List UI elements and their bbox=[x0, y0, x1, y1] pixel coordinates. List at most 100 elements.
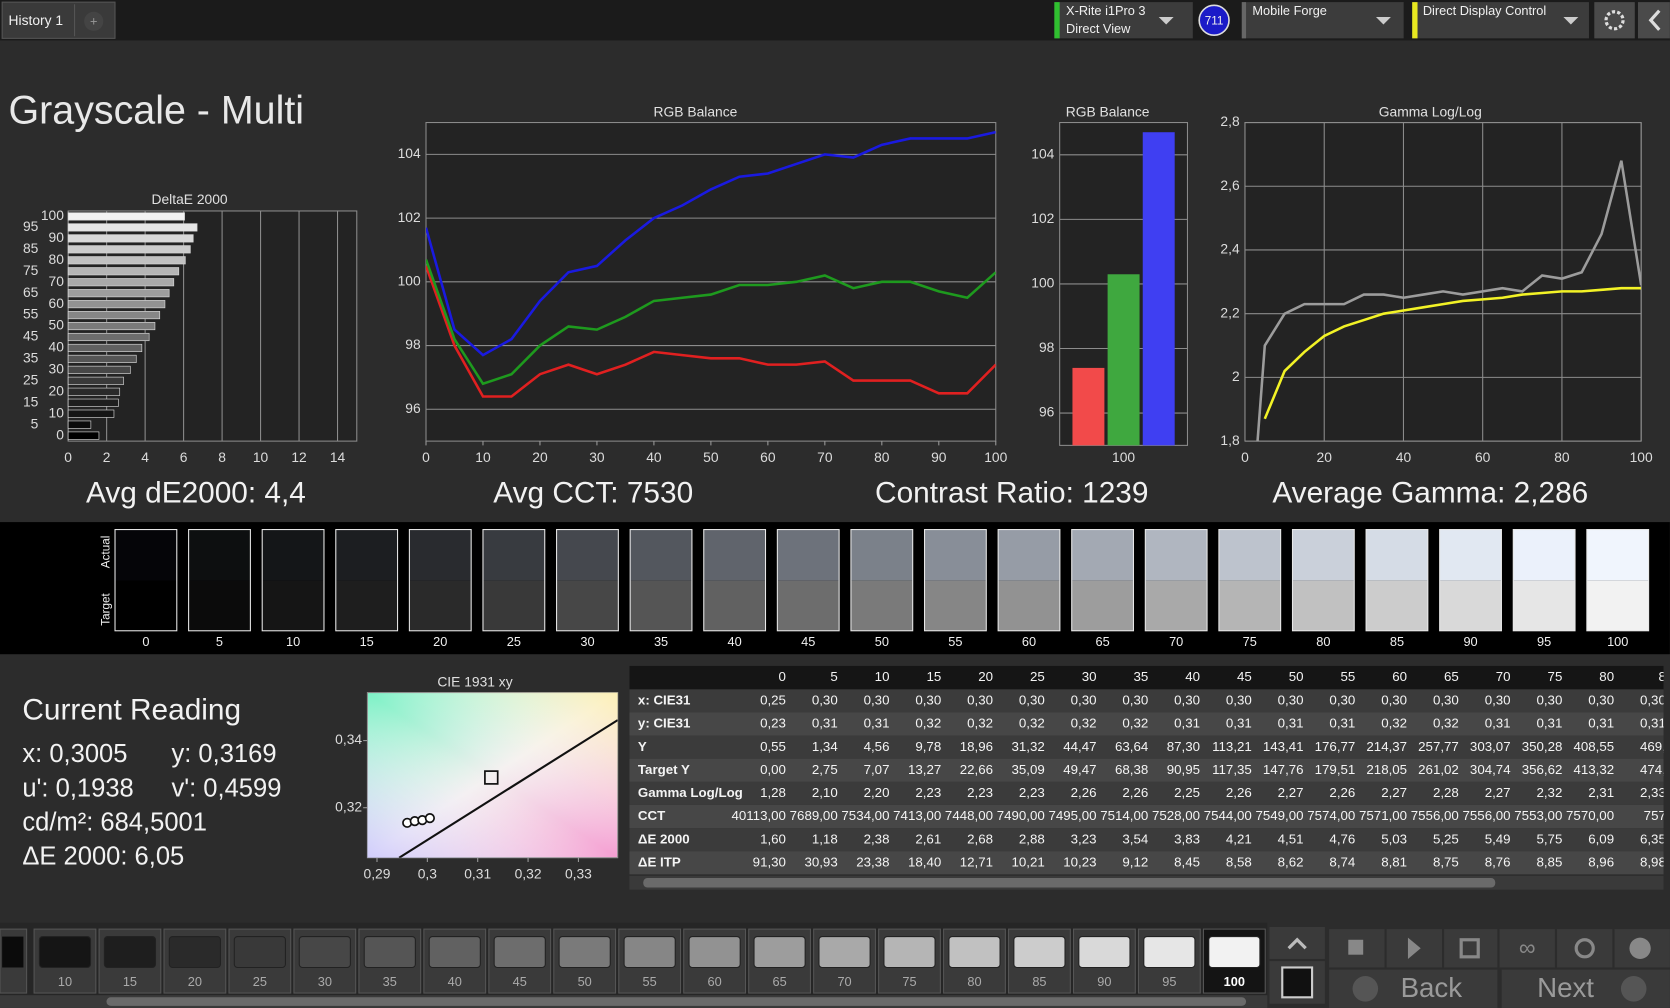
patch-label[interactable]: 65 bbox=[772, 974, 786, 989]
table-cell: 2,23 bbox=[1019, 785, 1045, 800]
patch-label[interactable]: 10 bbox=[58, 974, 72, 989]
table-cell: 5,75 bbox=[1536, 831, 1562, 846]
settings-icon bbox=[1604, 10, 1625, 31]
add-tab-label[interactable]: + bbox=[90, 14, 97, 29]
next-icon bbox=[1620, 975, 1647, 1002]
badge[interactable] bbox=[1198, 4, 1230, 36]
bar bbox=[67, 223, 198, 232]
table-cell: 7556,00 bbox=[1463, 808, 1511, 823]
patch-label[interactable]: 75 bbox=[902, 974, 916, 989]
swatch-label: 0 bbox=[142, 634, 149, 649]
control-icon: ∞ bbox=[1519, 935, 1536, 961]
swatch-actual bbox=[630, 529, 692, 581]
bar bbox=[67, 387, 121, 396]
next-label[interactable]: Next bbox=[1537, 972, 1594, 1003]
scroll-thumb[interactable] bbox=[643, 877, 1496, 888]
y-tick-label: 10 bbox=[49, 404, 65, 420]
bar bbox=[67, 431, 100, 440]
chart-title: CIE 1931 xy bbox=[437, 674, 512, 690]
badge-label[interactable]: 711 bbox=[1205, 14, 1224, 27]
swatch-target bbox=[1586, 580, 1649, 631]
column-header: 0 bbox=[779, 669, 786, 684]
patch-label[interactable]: 70 bbox=[837, 974, 851, 989]
patch-label[interactable]: 100 bbox=[1224, 974, 1245, 989]
data-table: 0 5 10 15 20 25 30 35 40 45 50 55 60 65 70 75 80 8 x: CIE3… bbox=[629, 665, 1666, 875]
bar bbox=[1142, 132, 1175, 446]
table-cell: 0,30 bbox=[1174, 693, 1200, 708]
meter-mode[interactable]: Direct View bbox=[1066, 21, 1131, 36]
up-button[interactable] bbox=[1269, 926, 1325, 959]
patch bbox=[1208, 936, 1261, 969]
swatch-border bbox=[629, 529, 693, 632]
back-icon bbox=[1352, 975, 1379, 1002]
swatch-border bbox=[1512, 529, 1576, 632]
x-tick-label: 80 bbox=[874, 449, 890, 465]
reading-value: y: 0,3169 bbox=[171, 740, 276, 768]
swatch-actual bbox=[777, 529, 840, 581]
chart-title: RGB Balance bbox=[1066, 104, 1150, 120]
bar bbox=[67, 354, 137, 363]
row-label: Target Y bbox=[638, 762, 690, 777]
swatch-border bbox=[335, 529, 399, 632]
table-cell: 4,21 bbox=[1226, 831, 1252, 846]
row-label: ΔE 2000 bbox=[638, 831, 690, 846]
patch bbox=[753, 936, 806, 969]
patch-label[interactable]: 25 bbox=[253, 974, 267, 989]
measured-point bbox=[424, 813, 435, 824]
patch-label[interactable]: 85 bbox=[1032, 974, 1046, 989]
table-cell: 757 bbox=[1644, 808, 1666, 823]
y-tick-label: 70 bbox=[49, 273, 65, 289]
control-button[interactable] bbox=[1499, 929, 1555, 968]
table-cell: 0,00 bbox=[760, 762, 786, 777]
table-cell: 7,07 bbox=[864, 762, 890, 777]
add-tab-button[interactable] bbox=[84, 11, 104, 31]
patch-label[interactable]: 50 bbox=[578, 974, 592, 989]
back-label[interactable]: Back bbox=[1401, 972, 1463, 1003]
swatch-target bbox=[703, 580, 766, 631]
patch-label[interactable]: 40 bbox=[448, 974, 462, 989]
table-cell: 2,28 bbox=[1433, 785, 1459, 800]
column-header: 80 bbox=[1599, 669, 1614, 684]
profile-name[interactable]: Mobile Forge bbox=[1252, 3, 1326, 18]
patch-label[interactable]: 20 bbox=[188, 974, 202, 989]
tab-label[interactable]: History 1 bbox=[9, 12, 64, 28]
patch-label[interactable]: 95 bbox=[1162, 974, 1176, 989]
display-name[interactable]: Direct Display Control bbox=[1423, 3, 1546, 18]
patch-label[interactable]: 15 bbox=[123, 974, 137, 989]
patch bbox=[818, 936, 871, 969]
table-cell: 2,26 bbox=[1122, 785, 1148, 800]
swatch-actual bbox=[115, 529, 177, 581]
patch-label[interactable]: 60 bbox=[708, 974, 722, 989]
display-select[interactable] bbox=[1412, 2, 1589, 39]
x-tick-label: 6 bbox=[180, 449, 188, 465]
table-cell: 8,74 bbox=[1329, 854, 1355, 869]
column-header: 5 bbox=[830, 669, 837, 684]
bar bbox=[67, 343, 143, 353]
x-tick-label: 10 bbox=[253, 449, 269, 465]
patch-label[interactable]: 80 bbox=[967, 974, 981, 989]
swatch-target bbox=[1145, 580, 1208, 631]
patch-label[interactable]: 55 bbox=[643, 974, 657, 989]
stat: Avg dE2000: 4,4 bbox=[86, 476, 306, 509]
swatch-label: 90 bbox=[1463, 634, 1477, 649]
collapse-button[interactable] bbox=[1637, 2, 1670, 39]
column-header: 35 bbox=[1133, 669, 1148, 684]
swatch-target bbox=[1513, 580, 1576, 631]
scroll-thumb[interactable] bbox=[106, 997, 1247, 1006]
control-button[interactable] bbox=[1557, 929, 1613, 968]
meter-name[interactable]: X-Rite i1Pro 3 bbox=[1066, 3, 1145, 18]
control-button[interactable] bbox=[1444, 929, 1498, 968]
swatch-target bbox=[262, 580, 324, 631]
column-header: 25 bbox=[1030, 669, 1045, 684]
patch-label[interactable]: 45 bbox=[513, 974, 527, 989]
patch-label[interactable]: 30 bbox=[318, 974, 332, 989]
table-cell: 2,75 bbox=[812, 762, 838, 777]
table-cell: 7571,00 bbox=[1359, 808, 1407, 823]
bar bbox=[67, 289, 170, 298]
settings-button[interactable] bbox=[1594, 2, 1635, 39]
column-header: 75 bbox=[1548, 669, 1563, 684]
patch-label[interactable]: 90 bbox=[1097, 974, 1111, 989]
table-cell: 356,62 bbox=[1522, 762, 1563, 777]
patch-label[interactable]: 35 bbox=[383, 974, 397, 989]
profile-select[interactable] bbox=[1241, 2, 1404, 39]
